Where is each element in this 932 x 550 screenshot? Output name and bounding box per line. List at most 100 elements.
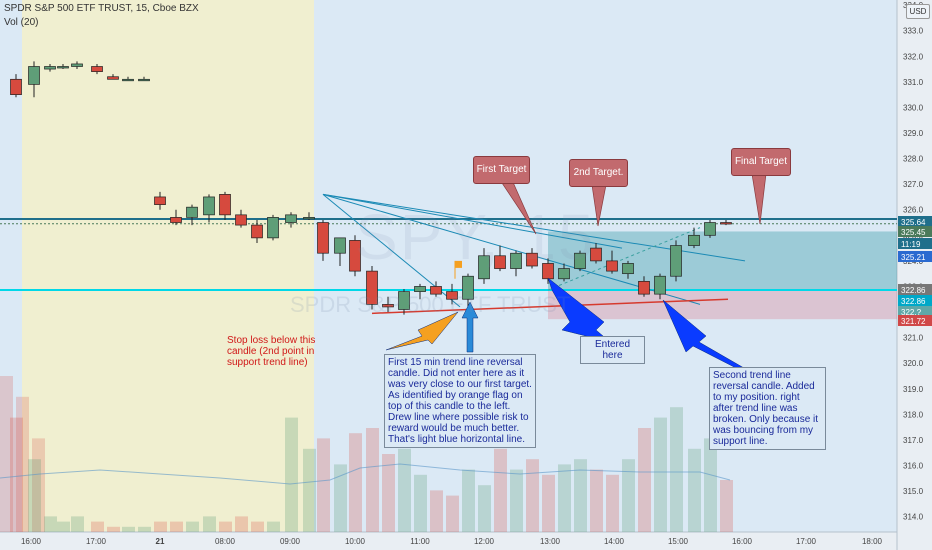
price-label-background — [898, 284, 932, 295]
x-tick-label: 16:00 — [732, 537, 753, 546]
volume-bar — [638, 428, 651, 532]
volume-bar — [0, 376, 13, 532]
y-tick-label: 331.0 — [903, 78, 924, 87]
candle-body — [398, 291, 410, 310]
volume-bar — [574, 459, 587, 532]
y-tick-label: 315.0 — [903, 487, 924, 496]
candle-body — [334, 237, 346, 254]
candle-body — [382, 304, 394, 308]
price-axis-background — [897, 0, 932, 550]
volume-bar — [235, 516, 248, 532]
volume-bar — [542, 474, 555, 532]
x-tick-label: 15:00 — [668, 537, 689, 546]
orange-flag — [455, 260, 462, 268]
y-tick-label: 318.0 — [903, 410, 924, 419]
price-label: 321.72 — [901, 317, 926, 326]
y-tick-label: 327.0 — [903, 180, 924, 189]
volume-bar — [107, 526, 120, 532]
first-target-callout: First Target — [473, 156, 530, 184]
x-tick-label: 13:00 — [540, 537, 561, 546]
volume-bar — [462, 469, 475, 532]
volume-bar — [494, 448, 507, 532]
symbol-title: SPDR S&P 500 ETF TRUST, 15, Cboe BZX — [4, 3, 199, 14]
y-tick-label: 329.0 — [903, 129, 924, 138]
candle-body — [510, 252, 522, 269]
volume-bar — [28, 459, 41, 532]
volume-bar — [317, 438, 330, 532]
time-axis-background — [0, 532, 897, 550]
first-reversal-orange-arrow — [385, 311, 459, 351]
price-label: 325.64 — [901, 218, 926, 227]
volume-bar — [71, 516, 84, 532]
x-tick-label: 08:00 — [215, 537, 236, 546]
second-reversal-note: Second trend line reversal candle. Added… — [709, 367, 826, 450]
candle-body — [71, 63, 83, 67]
volume-bar — [285, 417, 298, 532]
price-label: 11:19 — [901, 240, 921, 249]
volume-bar — [334, 464, 347, 532]
candle-body — [186, 206, 198, 218]
stop-loss-note: Stop loss below this candle (2nd point i… — [227, 335, 316, 368]
volume-bar — [720, 480, 733, 532]
volume-bar — [688, 448, 701, 532]
candle-body — [704, 222, 716, 236]
candle-body — [317, 222, 329, 254]
volume-bar — [558, 464, 571, 532]
currency-button[interactable]: USD — [906, 4, 930, 19]
volume-bar — [122, 526, 135, 532]
candle-body — [688, 234, 700, 246]
x-tick-label: 17:00 — [796, 537, 817, 546]
volume-bar — [590, 469, 603, 532]
final-target-callout: Final Target — [731, 148, 791, 176]
y-tick-label: 332.0 — [903, 52, 924, 61]
price-label-background — [898, 315, 932, 326]
price-label: 322.? — [901, 308, 922, 317]
x-tick-label: 10:00 — [345, 537, 366, 546]
price-label-background — [898, 216, 932, 227]
candle-body — [170, 217, 182, 223]
y-tick-label: 321.0 — [903, 334, 924, 343]
volume-bar — [670, 407, 683, 532]
candle-body — [349, 240, 361, 272]
price-label-background — [898, 226, 932, 237]
price-label: 322.86 — [901, 297, 926, 306]
volume-bar — [622, 459, 635, 532]
y-tick-label: 328.0 — [903, 155, 924, 164]
entered-here-note: Entered here — [580, 336, 645, 364]
price-label: 325.45 — [901, 228, 926, 237]
candle-body — [219, 194, 231, 216]
volume-bar — [44, 516, 57, 532]
volume-bar — [138, 526, 151, 532]
volume-indicator-label: Vol (20) — [4, 17, 39, 28]
premarket-background — [22, 0, 314, 532]
resistance-trend-line — [322, 193, 701, 305]
candle-body — [235, 214, 247, 226]
watermark-ticker: SPY, 15 — [355, 201, 596, 273]
volume-bar — [251, 521, 264, 532]
x-tick-label: 16:00 — [21, 537, 42, 546]
volume-bar — [478, 485, 491, 532]
price-label-background — [898, 251, 932, 262]
candle-body — [720, 222, 732, 225]
volume-bar — [203, 516, 216, 532]
resistance-trend-line — [322, 193, 623, 249]
volume-bar — [57, 521, 70, 532]
volume-bar — [414, 474, 427, 532]
candle-body — [203, 196, 215, 216]
candle-body — [446, 291, 458, 300]
x-tick-label: 12:00 — [474, 537, 495, 546]
first-reversal-blue-arrow — [461, 301, 479, 353]
volume-bar — [430, 490, 443, 532]
candle-body — [654, 275, 666, 295]
candle-body — [303, 217, 315, 220]
volume-bar — [170, 521, 183, 532]
candle-body — [91, 66, 103, 72]
volume-bar — [398, 448, 411, 532]
candle-body — [430, 286, 442, 295]
volume-bar — [446, 495, 459, 532]
candle-body — [670, 245, 682, 277]
candle-body — [267, 217, 279, 239]
candle-body — [57, 66, 69, 69]
